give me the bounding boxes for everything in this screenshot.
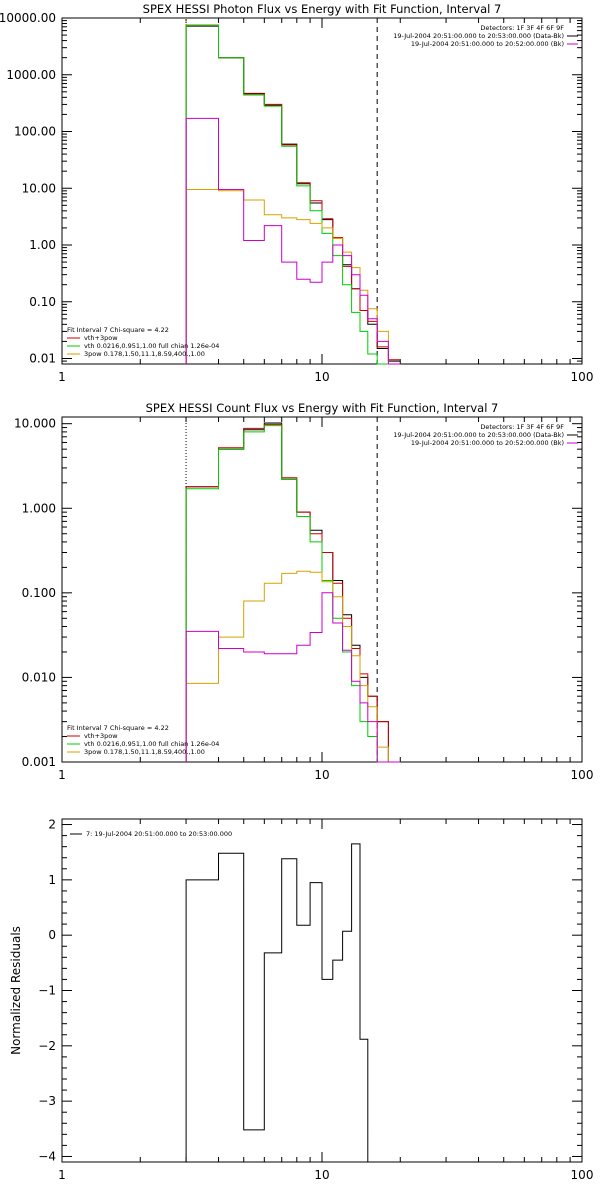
panel3-series-1-histogram	[185, 843, 378, 1163]
panel3-y-axis-label: Normalized Residuals	[9, 926, 23, 1055]
panel1-legend-top-text: 19-Jul-2004 20:51:00.000 to 20:52:00.000…	[411, 40, 564, 48]
panel3-x-tick-label: 100	[571, 1168, 594, 1182]
panel2-y-tick-label: 0.001	[22, 755, 56, 769]
panel1-y-tick-label: 10000.00	[0, 11, 56, 25]
panel3-y-tick-label: 1	[48, 873, 56, 887]
panel2-x-tick-label: 10	[314, 768, 329, 782]
panel1-y-tick-label: 1000.00	[6, 68, 56, 82]
panel1-legend-top-text: 19-Jul-2004 20:51:00.000 to 20:53:00.000…	[393, 32, 564, 40]
panel3-y-tick-label: −4	[38, 1149, 56, 1163]
panel2-x-tick-label: 100	[571, 768, 594, 782]
panel1-series-3-histogram	[185, 24, 401, 365]
panel3-x-tick-label: 10	[314, 1168, 329, 1182]
panel1-legend-bottom-text: vth+3pow	[84, 334, 118, 342]
panel1-y-tick-label: 10.00	[22, 181, 56, 195]
panel3-y-tick-label: 2	[48, 818, 56, 832]
panel1-y-tick-label: 0.01	[29, 352, 56, 366]
panel3-y-tick-label: 0	[48, 928, 56, 942]
panel1-title: SPEX HESSI Photon Flux vs Energy with Fi…	[143, 2, 502, 16]
panel2-title: SPEX HESSI Count Flux vs Energy with Fit…	[146, 401, 499, 415]
panel1-plot-frame	[61, 17, 583, 365]
panel2-plot-frame	[61, 416, 583, 763]
panel1-legend-bottom-text: 3pow 0.178,1.50,11.1,8.59,400.,1.00	[84, 350, 205, 358]
panel2-legend-top-text: 19-Jul-2004 20:51:00.000 to 20:53:00.000…	[393, 431, 564, 439]
panel2-y-tick-label: 1.000	[22, 501, 56, 515]
panel1-legend-top-text: Detectors: 1F 3F 4F 6F 9F	[480, 24, 564, 32]
panel1-y-tick-label: 0.10	[29, 295, 56, 309]
panel1-y-tick-label: 100.00	[14, 125, 56, 139]
panel1-x-tick-label: 1	[58, 370, 66, 384]
panel2-legend-bottom-text: vth+3pow	[84, 732, 118, 740]
panel1-legend-bottom-text: Fit Interval 7 Chi-square = 4.22	[67, 326, 169, 334]
panel2-legend-top-text: 19-Jul-2004 20:51:00.000 to 20:52:00.000…	[411, 439, 564, 447]
panel1-x-tick-label: 100	[571, 370, 594, 384]
panel2-x-tick-label: 1	[58, 768, 66, 782]
panel3-y-tick-label: −3	[38, 1094, 56, 1108]
panel2-legend-bottom-text: 3pow 0.178,1.50,11.1,8.59,400.,1.00	[84, 748, 205, 756]
panel3-y-tick-label: −2	[38, 1039, 56, 1053]
panel1-series-5-histogram	[185, 117, 401, 365]
panel2-legend-bottom-text: Fit Interval 7 Chi-square = 4.22	[67, 724, 169, 732]
panel2-legend-bottom-text: vth 0.0216,0.951,1.00 full chian 1.26e-0…	[84, 740, 219, 748]
panel1-y-tick-label: 1.00	[29, 238, 56, 252]
panel2-series-5-histogram	[185, 592, 401, 763]
panel3-y-tick-label: −1	[38, 984, 56, 998]
panel2-y-tick-label: 10.000	[14, 417, 56, 431]
panel3-x-tick-label: 1	[58, 1168, 66, 1182]
panel2-y-tick-label: 0.010	[22, 670, 56, 684]
panel2-series-3-histogram	[185, 425, 401, 763]
panel1-legend-bottom-text: vth 0.0216,0.951,1.00 full chian 1.26e-0…	[84, 342, 219, 350]
panel2-y-tick-label: 0.100	[22, 586, 56, 600]
panel2-legend-top-text: Detectors: 1F 3F 4F 6F 9F	[480, 423, 564, 431]
panel3-plot-frame	[61, 818, 583, 1163]
panel1-x-tick-label: 10	[314, 370, 329, 384]
panel3-legend-text: 7: 19-Jul-2004 20:51:00.000 to 20:53:00.…	[86, 830, 232, 838]
